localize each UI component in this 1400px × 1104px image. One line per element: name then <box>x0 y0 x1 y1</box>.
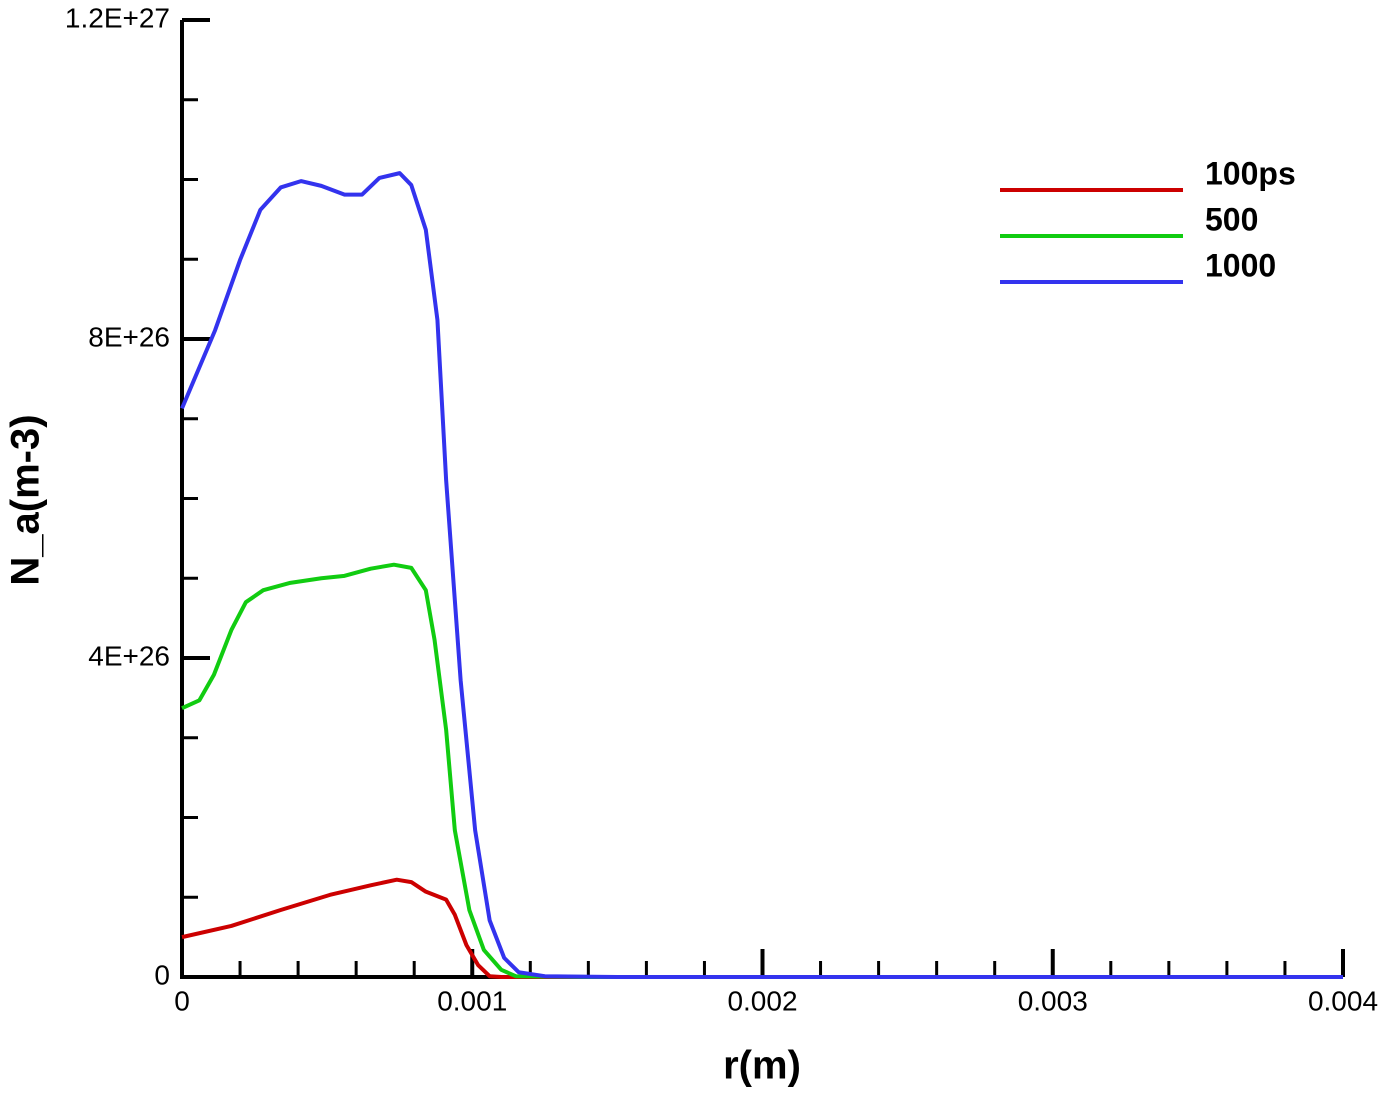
x-tick-label: 0.004 <box>1308 985 1378 1016</box>
x-tick-label: 0.001 <box>437 985 507 1016</box>
data-line <box>181 562 1343 979</box>
data-line <box>180 171 1343 979</box>
x-tick-label: 0.003 <box>1018 985 1088 1016</box>
y-tick-label: 4E+26 <box>88 640 170 671</box>
legend-label: 500 <box>1205 201 1258 237</box>
x-tick-label: 0 <box>174 985 190 1016</box>
y-tick-label: 1.2E+27 <box>65 2 170 33</box>
legend-label: 1000 <box>1205 247 1276 283</box>
y-axis-label: N_a(m-3) <box>4 414 48 585</box>
y-tick-label: 0 <box>154 959 170 990</box>
y-tick-label: 8E+26 <box>88 321 170 352</box>
x-axis-label: r(m) <box>723 1044 801 1088</box>
x-tick-label: 0.002 <box>727 985 797 1016</box>
data-line <box>181 877 1343 979</box>
legend-label: 100ps <box>1205 155 1296 191</box>
